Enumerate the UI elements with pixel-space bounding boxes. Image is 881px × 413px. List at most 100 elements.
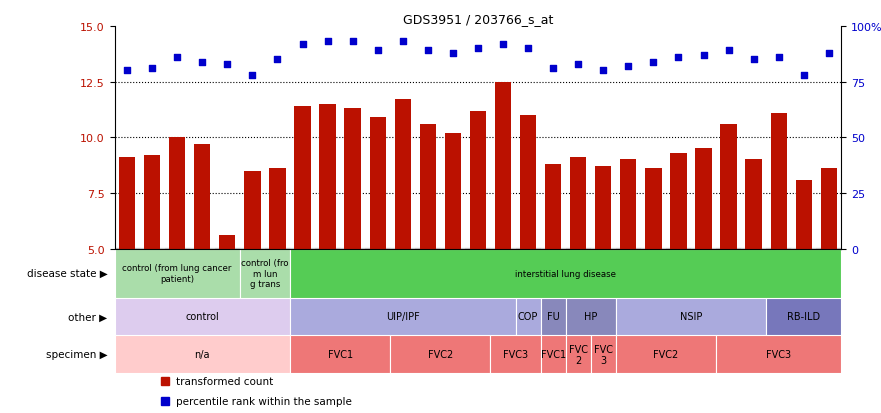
Bar [240, 249, 290, 298]
Bar [115, 298, 290, 336]
Point [270, 57, 285, 64]
Point [196, 59, 210, 66]
Point [697, 52, 711, 59]
Bar [115, 336, 290, 373]
Point [772, 55, 786, 61]
Title: GDS3951 / 203766_s_at: GDS3951 / 203766_s_at [403, 13, 553, 26]
Bar [695, 149, 712, 249]
Bar [670, 154, 686, 249]
Bar [541, 336, 566, 373]
Bar [395, 100, 411, 249]
Bar [721, 125, 737, 249]
Point [822, 50, 836, 57]
Text: control: control [185, 312, 219, 322]
Point [295, 41, 309, 48]
Text: FVC3: FVC3 [766, 349, 791, 359]
Text: control (fro
m lun
g trans: control (fro m lun g trans [241, 259, 289, 288]
Point [345, 39, 359, 46]
Point [596, 68, 611, 75]
Point [521, 46, 535, 52]
Text: FVC
3: FVC 3 [594, 344, 613, 365]
Point [245, 72, 259, 79]
Bar [821, 169, 837, 249]
Bar [545, 164, 561, 249]
Point [796, 72, 811, 79]
Text: percentile rank within the sample: percentile rank within the sample [176, 396, 352, 406]
Point [621, 64, 635, 70]
Point [321, 39, 335, 46]
Point [145, 66, 159, 72]
Text: disease state ▶: disease state ▶ [26, 268, 107, 278]
Text: control (from lung cancer
patient): control (from lung cancer patient) [122, 264, 232, 283]
Text: COP: COP [518, 312, 538, 322]
Text: RB-ILD: RB-ILD [788, 312, 820, 322]
Text: FVC1: FVC1 [328, 349, 352, 359]
Text: n/a: n/a [195, 349, 210, 359]
Bar [745, 160, 762, 249]
Bar [290, 249, 841, 298]
Bar [219, 236, 235, 249]
Bar [570, 158, 587, 249]
Bar [115, 249, 240, 298]
Text: FVC1: FVC1 [541, 349, 566, 359]
Point [421, 48, 435, 55]
Point [571, 61, 585, 68]
Bar [491, 336, 541, 373]
Point [371, 48, 385, 55]
Text: FVC
2: FVC 2 [569, 344, 588, 365]
Bar [620, 160, 636, 249]
Text: FVC2: FVC2 [654, 349, 678, 359]
Bar [344, 109, 361, 249]
Bar [616, 336, 716, 373]
Bar [244, 171, 261, 249]
Point [496, 41, 510, 48]
Bar [445, 133, 461, 249]
Text: specimen ▶: specimen ▶ [46, 349, 107, 359]
Point [220, 61, 234, 68]
Point [170, 55, 184, 61]
Bar [591, 336, 616, 373]
Bar [771, 114, 787, 249]
Bar [270, 169, 285, 249]
Text: UIP/IPF: UIP/IPF [386, 312, 419, 322]
Text: FVC2: FVC2 [427, 349, 453, 359]
Bar [595, 167, 611, 249]
Text: HP: HP [584, 312, 597, 322]
Bar [796, 180, 812, 249]
Bar [419, 125, 436, 249]
Bar [320, 104, 336, 249]
Point [546, 66, 560, 72]
Bar [766, 298, 841, 336]
Bar [119, 158, 135, 249]
Point [120, 68, 134, 75]
Point [470, 46, 485, 52]
Bar [144, 156, 160, 249]
Bar [290, 336, 390, 373]
Text: other ▶: other ▶ [68, 312, 107, 322]
Bar [390, 336, 491, 373]
Bar [515, 298, 541, 336]
Bar [470, 111, 486, 249]
Bar [566, 336, 591, 373]
Bar [169, 138, 185, 249]
Text: FU: FU [547, 312, 559, 322]
Bar [495, 82, 511, 249]
Point [722, 48, 736, 55]
Point [446, 50, 460, 57]
Text: transformed count: transformed count [176, 376, 274, 386]
Bar [294, 107, 311, 249]
Point [396, 39, 410, 46]
Bar [520, 116, 537, 249]
Bar [290, 298, 515, 336]
Bar [194, 145, 211, 249]
Point [647, 59, 661, 66]
Bar [645, 169, 662, 249]
Text: FVC3: FVC3 [503, 349, 528, 359]
Bar [566, 298, 616, 336]
Point [671, 55, 685, 61]
Text: interstitial lung disease: interstitial lung disease [515, 269, 616, 278]
Bar [541, 298, 566, 336]
Bar [716, 336, 841, 373]
Text: NSIP: NSIP [680, 312, 702, 322]
Bar [369, 118, 386, 249]
